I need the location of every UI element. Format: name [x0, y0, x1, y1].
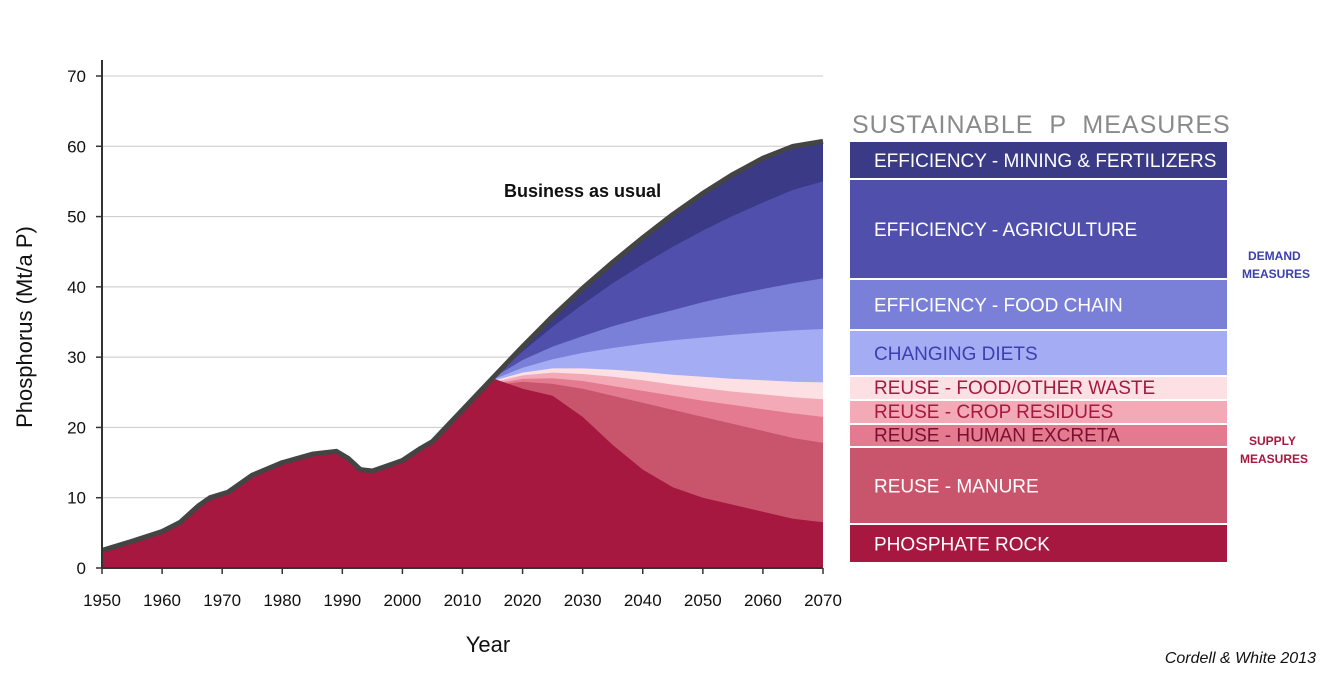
supply-measures-label: SUPPLY MEASURES: [1240, 434, 1308, 466]
x-tick-label: 1960: [143, 591, 181, 610]
stacked-areas: [101, 138, 824, 568]
business-as-usual-label: Business as usual: [504, 181, 661, 201]
y-tick-label: 40: [67, 278, 86, 297]
legend-item-efficiency-agriculture: EFFICIENCY - AGRICULTURE: [850, 180, 1227, 278]
x-axis-title: Year: [466, 632, 510, 657]
legend-item-efficiency-food-chain: EFFICIENCY - FOOD CHAIN: [850, 280, 1227, 329]
x-tick-label: 2050: [684, 591, 722, 610]
legend-item-phosphate-rock: PHOSPHATE ROCK: [850, 525, 1227, 562]
legend-item-reuse-food-other-waste: REUSE - FOOD/OTHER WASTE: [850, 377, 1227, 399]
grid-lines: [102, 75, 823, 499]
x-tick-label: 2030: [564, 591, 602, 610]
legend-label: REUSE - FOOD/OTHER WASTE: [874, 378, 1155, 399]
y-tick-label: 0: [77, 559, 86, 578]
legend-label: REUSE - CROP RESIDUES: [874, 402, 1113, 423]
x-tick-label: 1990: [323, 591, 361, 610]
legend-item-reuse-manure: REUSE - MANURE: [850, 448, 1227, 523]
legend-label: CHANGING DIETS: [874, 344, 1038, 365]
legend: EFFICIENCY - MINING & FERTILIZERS EFFICIE…: [850, 142, 1227, 562]
x-tick-label: 1980: [263, 591, 301, 610]
x-tick-label: 2010: [444, 591, 482, 610]
y-tick-label: 70: [67, 67, 86, 86]
x-tick-label: 2040: [624, 591, 662, 610]
legend-swatch: [850, 377, 1227, 399]
legend-swatch: [850, 331, 1227, 375]
x-tick-label: 2070: [804, 591, 842, 610]
legend-swatch: [850, 525, 1227, 562]
source-citation: Cordell & White 2013: [1165, 650, 1316, 667]
legend-label: REUSE - HUMAN EXCRETA: [874, 426, 1120, 447]
legend-item-changing-diets: CHANGING DIETS: [850, 331, 1227, 375]
y-tick-label: 10: [67, 489, 86, 508]
legend-swatch: [850, 280, 1227, 329]
x-tick-label: 1970: [203, 591, 241, 610]
legend-item-efficiency-mining-fertilizers: EFFICIENCY - MINING & FERTILIZERS: [850, 142, 1227, 178]
legend-item-reuse-crop-residues: REUSE - CROP RESIDUES: [850, 401, 1227, 423]
x-tick-label: 2000: [384, 591, 422, 610]
legend-swatch: [850, 425, 1227, 446]
legend-label: EFFICIENCY - MINING & FERTILIZERS: [874, 151, 1216, 172]
business-as-usual-line: [101, 138, 824, 553]
y-tick-label: 20: [67, 418, 86, 437]
y-axis-title: Phosphorus (Mt/a P): [12, 226, 37, 428]
area-phosphate-rock: [102, 378, 823, 568]
legend-label: PHOSPHATE ROCK: [874, 535, 1050, 556]
legend-label: REUSE - MANURE: [874, 477, 1039, 498]
y-tick-label: 30: [67, 348, 86, 367]
legend-label: EFFICIENCY - AGRICULTURE: [874, 220, 1137, 241]
legend-title: SUSTAINABLE P MEASURES: [852, 111, 1231, 139]
legend-swatch: [850, 448, 1227, 523]
x-tick-label: 2020: [504, 591, 542, 610]
demand-measures-label: DEMAND MEASURES: [1242, 249, 1310, 281]
legend-swatch: [850, 401, 1227, 423]
legend-swatch: [850, 142, 1227, 178]
x-tick-label: 1950: [83, 591, 121, 610]
legend-item-reuse-human-excreta: REUSE - HUMAN EXCRETA: [850, 425, 1227, 447]
y-tick-label: 60: [67, 137, 86, 156]
x-tick-label: 2060: [744, 591, 782, 610]
y-tick-label: 50: [67, 208, 86, 227]
legend-label: EFFICIENCY - FOOD CHAIN: [874, 296, 1123, 317]
legend-swatch: [850, 180, 1227, 278]
